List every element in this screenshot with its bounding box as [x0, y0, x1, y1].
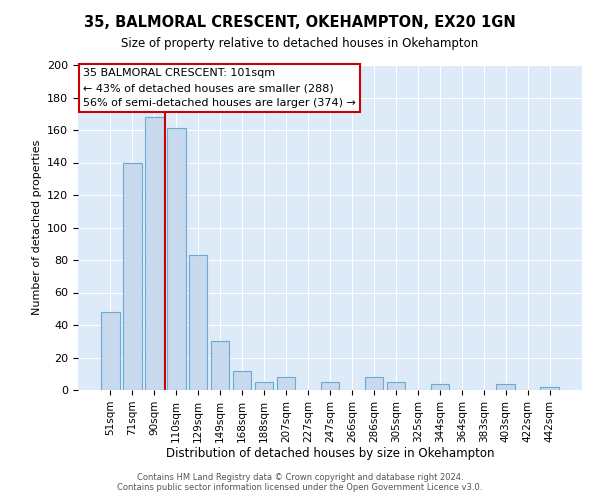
Text: 35, BALMORAL CRESCENT, OKEHAMPTON, EX20 1GN: 35, BALMORAL CRESCENT, OKEHAMPTON, EX20 … [84, 15, 516, 30]
Bar [431, 384, 449, 390]
Bar [211, 341, 229, 390]
Bar [386, 382, 405, 390]
Text: Contains HM Land Registry data © Crown copyright and database right 2024.
Contai: Contains HM Land Registry data © Crown c… [118, 473, 482, 492]
Bar [233, 370, 251, 390]
Bar [145, 117, 164, 390]
Bar [320, 382, 340, 390]
Bar [255, 382, 274, 390]
Bar [496, 384, 515, 390]
Bar [365, 377, 383, 390]
Bar [189, 255, 208, 390]
X-axis label: Distribution of detached houses by size in Okehampton: Distribution of detached houses by size … [166, 448, 494, 460]
Bar [541, 387, 559, 390]
Bar [167, 128, 185, 390]
Text: Size of property relative to detached houses in Okehampton: Size of property relative to detached ho… [121, 38, 479, 51]
Text: 35 BALMORAL CRESCENT: 101sqm
← 43% of detached houses are smaller (288)
56% of s: 35 BALMORAL CRESCENT: 101sqm ← 43% of de… [83, 68, 356, 108]
Y-axis label: Number of detached properties: Number of detached properties [32, 140, 41, 315]
Bar [101, 312, 119, 390]
Bar [123, 162, 142, 390]
Bar [277, 377, 295, 390]
